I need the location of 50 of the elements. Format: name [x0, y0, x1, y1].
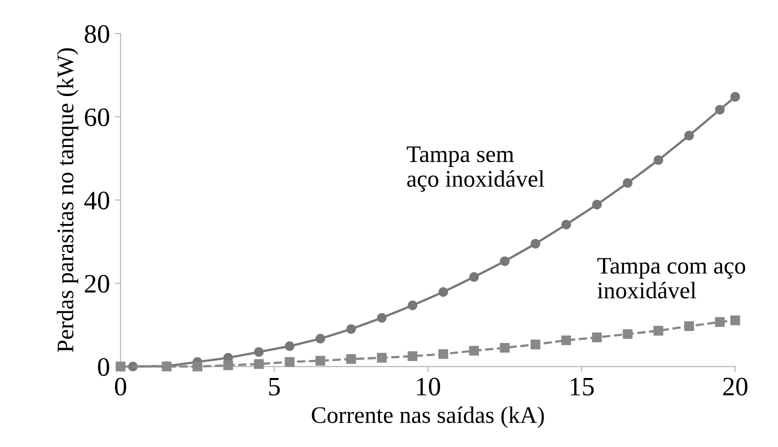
point [714, 317, 725, 327]
point [592, 332, 602, 342]
point [438, 287, 448, 297]
point [500, 256, 510, 266]
point [254, 347, 264, 357]
point [622, 178, 633, 188]
point [376, 312, 387, 323]
point [730, 315, 740, 326]
point [654, 155, 664, 165]
y-tick-label: 60 [84, 108, 110, 126]
y-axis-title: Perdas parasitas no tanque (kW) [56, 48, 78, 352]
y-tick-label: 20 [84, 274, 110, 293]
point [654, 326, 664, 336]
point [500, 342, 510, 353]
point [530, 238, 540, 249]
series-label: Tampa sem aço inoxidável [406, 146, 544, 192]
point [592, 200, 602, 210]
y-tick-label: 40 [84, 192, 110, 210]
point [408, 300, 418, 310]
point [315, 356, 326, 366]
point [469, 346, 479, 356]
point [223, 360, 234, 370]
point [530, 340, 540, 350]
x-tick-label: 5 [269, 378, 280, 396]
point [254, 359, 264, 369]
point [730, 92, 740, 102]
point [684, 130, 694, 140]
point [714, 104, 725, 115]
point [408, 351, 418, 361]
point [469, 272, 479, 282]
x-tick-label: 15 [570, 378, 594, 396]
point [376, 352, 387, 363]
point [284, 341, 294, 352]
x-axis-title: Corrente nas saídas (kA) [312, 406, 544, 428]
point [192, 362, 202, 372]
point [315, 334, 326, 344]
point [284, 357, 294, 367]
x-tick-label: 20 [723, 378, 748, 396]
y-tick-label: 0 [98, 358, 110, 376]
point [438, 349, 448, 359]
point [561, 335, 572, 346]
point [622, 329, 633, 339]
point [346, 324, 356, 334]
point [561, 220, 572, 230]
series-label: Tampa com aço inoxidável [597, 258, 746, 298]
point [684, 321, 694, 332]
x-tick-label: 10 [417, 378, 440, 396]
x-tick-label: 0 [115, 378, 126, 396]
point [346, 354, 356, 364]
y-tick-label: 80 [84, 25, 110, 43]
